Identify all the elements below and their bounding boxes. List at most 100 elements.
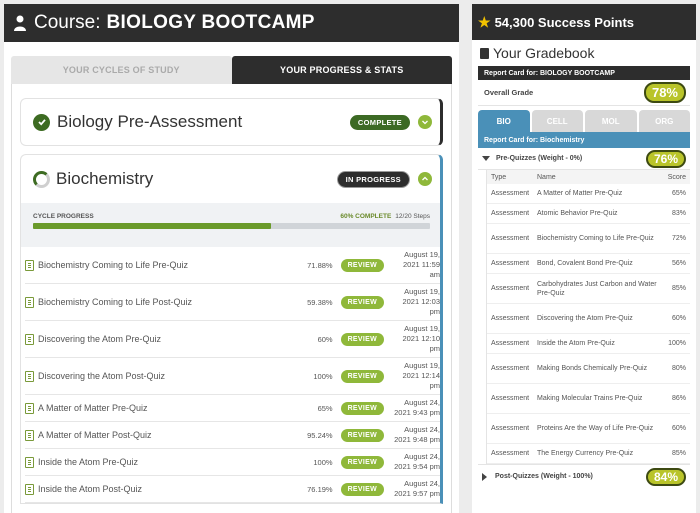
chevron-up-icon[interactable] (418, 172, 432, 186)
document-icon (25, 259, 34, 271)
tab-org[interactable]: ORG (638, 110, 690, 132)
report-card-header: Report Card for: BIOLOGY BOOTCAMP (478, 66, 690, 80)
quiz-name[interactable]: Biochemistry Coming to Life Pre-Quiz (38, 260, 189, 270)
progress-bar (33, 223, 430, 229)
quiz-score: 60% (317, 334, 333, 344)
quiz-date-line: am (429, 270, 440, 279)
col-name: Name (537, 173, 556, 181)
document-icon (25, 402, 34, 414)
grade-name: Making Molecular Trains Pre-Quiz (537, 395, 643, 402)
review-button[interactable]: REVIEW (340, 258, 384, 272)
grade-type: Assessment (491, 425, 530, 432)
quiz-date-line: August 19, (404, 324, 440, 333)
pre-quizzes-toggle[interactable]: Pre-Quizzes (Weight - 0%) 76% (478, 148, 690, 170)
grade-type: Assessment (491, 340, 530, 347)
quiz-date-line: 2021 12:10 (402, 334, 440, 343)
student-icon (12, 14, 28, 32)
chevron-down-icon[interactable] (418, 115, 432, 129)
review-button[interactable]: REVIEW (340, 332, 384, 346)
review-button[interactable]: REVIEW (340, 428, 384, 442)
biochemistry-card: Biochemistry IN PROGRESS CYCLE PROGRESS … (20, 154, 443, 504)
biochemistry-title: Biochemistry (56, 169, 154, 188)
quiz-date: August 19, 2021 12:14 pm (384, 361, 440, 391)
tab-progress-stats[interactable]: YOUR PROGRESS & STATS (231, 56, 452, 84)
tab-bio[interactable]: BIO (478, 110, 530, 132)
cycle-steps-text: 12/20 Steps (395, 213, 430, 220)
biochemistry-report-header: Report Card for: Biochemistry (478, 132, 690, 148)
quiz-name[interactable]: Biochemistry Coming to Life Post-Quiz (38, 297, 193, 307)
grade-type: Assessment (491, 315, 530, 322)
quiz-date-line: 2021 11:59 (403, 260, 440, 269)
quiz-name[interactable]: Inside the Atom Pre-Quiz (38, 457, 139, 467)
pre-assessment-card[interactable]: Biology Pre-Assessment COMPLETE (20, 98, 443, 146)
grade-name: Biochemistry Coming to Life Pre-Quiz (537, 235, 654, 242)
quiz-row: Inside the Atom Post-Quiz 76.19% REVIEW Aug… (25, 476, 440, 503)
quiz-date-line: pm (429, 381, 440, 390)
grade-table-header: Type Name Score (487, 170, 690, 184)
document-icon (25, 296, 34, 308)
grade-row: Assessment Making Molecular Trains Pre-Qu… (487, 384, 690, 414)
overall-grade-label: Overall Grade (484, 88, 534, 97)
quiz-row: Discovering the Atom Pre-Quiz 60% REVIEW Au… (25, 321, 440, 358)
review-button[interactable]: REVIEW (340, 401, 384, 415)
quiz-date-line: August 24, (404, 398, 440, 407)
quiz-name[interactable]: Inside the Atom Post-Quiz (38, 484, 143, 494)
quiz-name[interactable]: A Matter of Matter Pre-Quiz (38, 403, 148, 413)
grade-row: Assessment Discovering the Atom Pre-Quiz 6… (487, 304, 690, 334)
grade-score: 83% (671, 210, 686, 217)
course-label: Course: (34, 12, 101, 33)
quiz-date: August 24, 2021 9:48 pm (384, 425, 440, 445)
cycle-progress: CYCLE PROGRESS 60% COMPLETE 12/20 Steps (21, 203, 440, 247)
grade-score: 56% (671, 260, 686, 267)
grade-name: A Matter of Matter Pre-Quiz (537, 190, 623, 197)
grade-type: Assessment (491, 395, 530, 402)
grade-row: Assessment Carbohydrates Just Carbon and … (487, 274, 690, 304)
grade-type: Assessment (491, 190, 530, 197)
grade-score: 72% (671, 235, 686, 242)
triangle-right-icon (482, 472, 487, 481)
pre-quizzes-label: Pre-Quizzes (Weight - 0%) (496, 155, 583, 162)
grade-score: 80% (671, 365, 686, 372)
review-button[interactable]: REVIEW (340, 482, 384, 496)
quiz-row: Discovering the Atom Post-Quiz 100% REVIEW… (25, 358, 440, 395)
grade-name: Discovering the Atom Pre-Quiz (537, 315, 633, 322)
tab-cell[interactable]: CELL (531, 110, 583, 132)
grade-type: Assessment (491, 235, 530, 242)
success-points: 54,300 Success Points (494, 14, 635, 30)
quiz-date: August 24, 2021 9:43 pm (384, 398, 440, 418)
quiz-date-line: 2021 12:14 (402, 371, 440, 380)
grade-type: Assessment (491, 450, 530, 457)
tab-mol[interactable]: MOL (585, 110, 637, 132)
grade-row: Assessment Atomic Behavior Pre-Quiz 83% (487, 204, 690, 224)
grade-row: Assessment Proteins Are the Way of Life P… (487, 414, 690, 444)
check-icon (33, 113, 50, 131)
quiz-score: 95.24% (307, 430, 333, 440)
tab-cycles-of-study[interactable]: YOUR CYCLES OF STUDY (11, 56, 232, 84)
grade-score: 60% (671, 425, 686, 432)
grade-name: The Energy Currency Pre-Quiz (537, 450, 634, 457)
biochemistry-header[interactable]: Biochemistry IN PROGRESS (21, 155, 440, 203)
quiz-row: Inside the Atom Pre-Quiz 100% REVIEW August… (25, 449, 440, 476)
quiz-name[interactable]: Discovering the Atom Post-Quiz (38, 371, 166, 381)
quiz-row: A Matter of Matter Post-Quiz 95.24% REVIEW… (25, 422, 440, 449)
quiz-name[interactable]: A Matter of Matter Post-Quiz (38, 430, 152, 440)
grade-row: Assessment A Matter of Matter Pre-Quiz 65% (487, 184, 690, 204)
quiz-date: August 24, 2021 9:57 pm (384, 479, 440, 499)
quiz-date-line: August 24, (404, 479, 440, 488)
quiz-score: 76.19% (307, 484, 333, 494)
post-quizzes-grade: 84% (645, 467, 686, 486)
review-button[interactable]: REVIEW (340, 455, 384, 469)
grade-name: Carbohydrates Just Carbon and Water Pre-… (537, 280, 657, 297)
grade-row: Assessment Bond, Covalent Bond Pre-Quiz 56… (487, 254, 690, 274)
quiz-score: 71.88% (307, 260, 333, 270)
grade-score: 85% (671, 450, 686, 457)
quiz-score: 100% (313, 371, 333, 381)
quiz-name[interactable]: Discovering the Atom Pre-Quiz (38, 334, 162, 344)
col-type: Type (491, 173, 507, 181)
post-quizzes-toggle[interactable]: Post-Quizzes (Weight - 100%) 84% (478, 464, 690, 488)
gradebook-panel: ★ 54,300 Success Points Your Gradebook R… (472, 4, 696, 513)
subject-tabs: BIO CELL MOL ORG (478, 110, 690, 132)
review-button[interactable]: REVIEW (340, 369, 384, 383)
progress-content: Biology Pre-Assessment COMPLETE Biochemi… (11, 84, 452, 513)
review-button[interactable]: REVIEW (340, 295, 384, 309)
